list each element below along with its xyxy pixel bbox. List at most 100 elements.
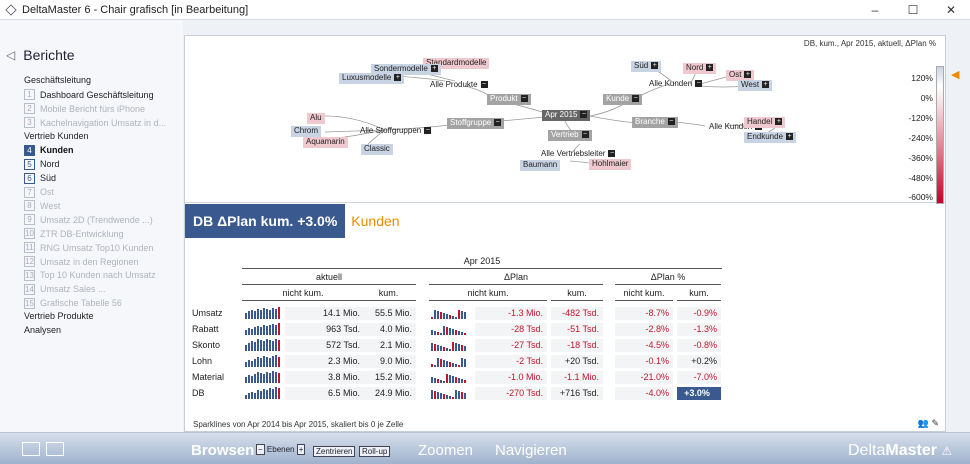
delta-sparkline [431,371,466,383]
spark-bar [431,377,433,383]
value-dplan-pct-nicht-kum: -4.5% [615,339,673,352]
spark-bar [461,392,463,399]
ebenen-toggle[interactable]: − Ebenen + [256,444,306,455]
tree-item[interactable]: 12 Umsatz in den Regionen [24,255,180,269]
spark-bar [437,358,439,367]
node-sondermodelle[interactable]: Sondermodelle + [371,64,441,75]
node-standardmodelle[interactable]: Standardmodelle [423,58,490,69]
tree-item[interactable]: 8 West [24,199,180,213]
node-nord[interactable]: Nord + [683,63,717,74]
spark-bar [446,348,448,351]
delta-sparkline [431,339,466,351]
spark-bar [434,310,436,319]
tree-item[interactable]: 10 ZTR DB-Entwicklung [24,227,180,241]
tree-item[interactable]: 4 Kunden [24,143,180,157]
spark-bar [458,378,460,383]
node-branche[interactable]: Branche − [632,117,678,128]
spark-bar [455,330,457,335]
sparkline [245,339,280,351]
chart-mode-icon[interactable] [22,442,40,456]
report-label: Ost [40,187,55,198]
tree-group[interactable]: Analysen [24,325,62,336]
spark-bar [443,360,445,367]
value-dplan-kum: -1.1 Mio. [551,371,603,384]
spark-bar [440,393,442,399]
spark-bar [464,333,466,335]
spark-bar [458,365,460,367]
node-produkt[interactable]: Produkt − [487,94,531,105]
node-alu[interactable]: Alu [307,113,325,124]
report-number: 11 [24,242,35,254]
tree-item[interactable]: 9 Umsatz 2D (Trendwende ...) [24,213,180,227]
delta-sparkline [431,355,466,367]
color-scale [936,66,944,204]
node-alle-produkte[interactable]: Alle Produkte − [430,80,488,89]
tree-item[interactable]: 3 Kachelnavigation Umsatz in d... [24,116,180,130]
spark-bar [272,371,274,383]
edit-icon[interactable]: ✎ [931,418,939,428]
spark-bar [263,374,265,383]
tree-group[interactable]: Vertrieb Produkte [24,311,94,322]
value-dplan-pct-nicht-kum: -2.8% [615,323,673,336]
tree-item[interactable]: 7 Ost [24,185,180,199]
browsen-mode[interactable]: Browsen [191,442,255,459]
collapse-arrow-icon[interactable]: ◁ [6,48,16,62]
tree-group[interactable]: Vertrieb Kunden [24,130,89,141]
header-rule [551,300,603,301]
node-alle-stoffgruppen[interactable]: Alle Stoffgruppen − [360,126,432,135]
node-sued[interactable]: Süd + [631,61,662,72]
pen-mode-icon[interactable] [46,442,64,456]
navigation-graph[interactable]: Standardmodelle Sondermodelle + Luxusmode… [185,36,945,204]
tree-item[interactable]: 2 Mobile Bericht fürs iPhone [24,102,180,116]
spark-bar [245,377,247,383]
node-hohlmaier[interactable]: Hohlmaier [589,159,632,170]
minimize-button[interactable]: – [871,3,879,17]
node-kunde[interactable]: Kunde − [603,94,643,105]
node-classic[interactable]: Classic [361,144,393,155]
report-number: 1 [24,89,35,101]
report-dimension[interactable]: Kunden [351,213,400,229]
node-apr-2015[interactable]: Apr 2015− [542,110,591,121]
node-west[interactable]: West + [738,80,773,91]
tree-item[interactable]: 15 Grafische Tabelle 56 [24,296,180,310]
node-handel[interactable]: Handel + [744,117,786,128]
close-button[interactable]: ✕ [945,3,957,17]
node-baumann[interactable]: Baumann [520,160,561,171]
berichte-header[interactable]: ◁ Berichte [6,47,75,63]
node-chrom[interactable]: Chrom [291,126,322,137]
value-aktuell-kum: 4.0 Mio. [361,323,416,336]
tree-item[interactable]: 14 Umsatz Sales ... [24,282,180,296]
tree-item[interactable]: 13 Top 10 Kunden nach Umsatz [24,268,180,282]
tree-item[interactable]: 1 Dashboard Geschäftsleitung [24,88,180,102]
header-rule [615,300,673,301]
scale-label: -600% [908,192,933,202]
navigieren-mode[interactable]: Navigieren [495,442,567,459]
tree-item[interactable]: 6 Süd [24,171,180,185]
maximize-button[interactable]: ☐ [907,3,919,17]
report-label: Umsatz 2D (Trendwende ...) [40,214,153,225]
node-aquamarin[interactable]: Aquamarin [303,137,348,148]
node-endkunde[interactable]: Endkunde + [744,132,797,143]
report-number: 13 [24,269,35,281]
subcolumn-header: kum. [567,288,587,298]
header-rule [429,284,603,285]
node-alle-vertriebsleiter[interactable]: Alle Vertriebsleiter − [541,149,616,158]
spark-bar [266,390,268,399]
node-alle-kunden[interactable]: Alle Kunden − [649,79,703,88]
main-panel: Standardmodelle Sondermodelle + Luxusmode… [184,35,946,432]
spark-bar [251,361,253,367]
node-ost[interactable]: Ost + [726,70,755,81]
node-luxusmodelle[interactable]: Luxusmodelle + [339,73,405,84]
spark-bar [446,395,448,399]
tree-item[interactable]: 5 Nord [24,157,180,171]
node-stoffgruppe[interactable]: Stoffgruppe − [447,118,505,129]
tree-group[interactable]: Geschäftsleitung [24,75,92,85]
zoomen-mode[interactable]: Zoomen [418,442,474,459]
tree-item[interactable]: 11 RNG Umsatz Top10 Kunden [24,241,180,255]
spark-bar [443,326,445,335]
users-icon[interactable]: 👥 [917,418,929,428]
rollup-button[interactable]: Roll-up [359,446,391,457]
value-aktuell-kum: 55.5 Mio. [361,307,416,320]
zentrieren-button[interactable]: Zentrieren [313,446,356,457]
node-vertrieb[interactable]: Vertrieb − [548,130,592,141]
